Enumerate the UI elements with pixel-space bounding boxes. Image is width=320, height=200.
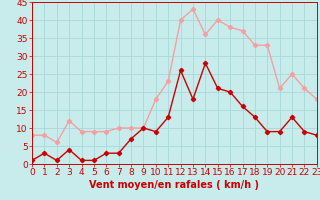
X-axis label: Vent moyen/en rafales ( km/h ): Vent moyen/en rafales ( km/h ) <box>89 180 260 190</box>
